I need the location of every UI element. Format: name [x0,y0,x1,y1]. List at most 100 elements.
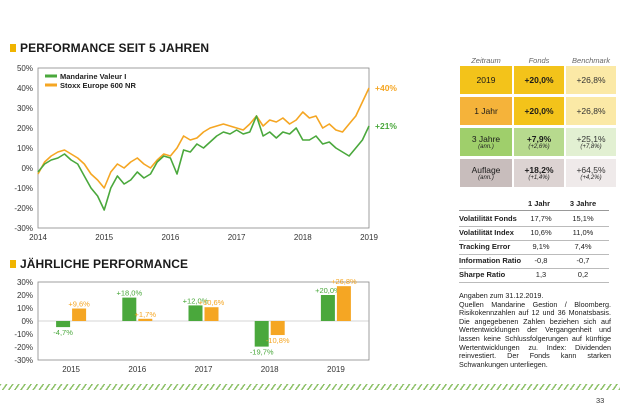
performance-title: PERFORMANCE SEIT 5 JAHREN [20,41,210,55]
series-line-fund [37,115,370,211]
stats-label: Volatilität Fonds [459,214,517,223]
stats-label: Sharpe Ratio [459,270,506,279]
stats-header-3y: 3 Jahre [569,199,597,208]
category-label: 2019 [327,365,345,374]
bar-benchmark [72,308,87,321]
y-tick-label: 20% [17,124,33,133]
x-tick-label: 2016 [162,233,180,242]
table-subvalue: (ann.) [478,175,494,181]
bar-fund [254,321,269,347]
page-number: 33 [596,396,605,405]
stats-value-1y: 10,6% [530,228,552,237]
y-tick-label: -10% [14,330,33,339]
x-tick-label: 2017 [228,233,246,242]
stats-label: Volatilität Index [459,228,514,237]
bar-data-label: +9,6% [68,300,90,309]
table-value: 3 Jahre [471,134,501,144]
table-cell-fund: +20,0% [514,66,564,94]
y-tick-label: 0% [21,317,33,326]
y-tick-label: 30% [17,278,33,287]
stats-label: Tracking Error [459,242,511,251]
legend-label: Mandarine Valeur I [60,72,126,81]
annual-performance-title: JÄHRLICHE PERFORMANCE [20,257,189,271]
y-tick-label: 40% [17,84,33,93]
table-cell-fund: +7,9% (+2,6%) [514,128,564,156]
bar-data-label: +12,0% [183,296,209,305]
table-subvalue: (ann.) [478,144,494,150]
x-tick-label: 2019 [360,233,378,242]
notes: Angaben zum 31.12.2019. Quellen Mandarin… [459,291,611,369]
category-label: 2015 [62,365,80,374]
stats-row: Sharpe Ratio 1,3 0,2 [459,270,609,283]
stats-value-3y: -0,7 [576,256,590,265]
table-value: +64,5% [576,165,606,175]
y-tick-label: 30% [17,104,33,113]
section-marker [10,260,16,268]
bar-data-label: +26,8% [331,277,357,286]
stats-value-1y: 17,7% [530,214,552,223]
table-header-fund: Fonds [528,56,550,65]
y-tick-label: 50% [17,64,33,73]
x-tick-label: 2015 [95,233,113,242]
y-tick-label: 10% [17,304,33,313]
table-cell-period: 2019 [460,66,512,94]
table-value: +20,0% [524,75,554,85]
bar-data-label: -19,7% [250,348,274,357]
bar-data-label: -4,7% [53,328,73,337]
bar-fund [320,295,335,321]
bar-fund [188,305,203,321]
stats-row: Tracking Error 9,1% 7,4% [459,242,609,255]
stats-header-1y: 1 Jahr [527,199,551,208]
stats-value-1y: 9,1% [532,242,550,251]
table-value: +25,1% [576,134,606,144]
y-tick-label: 20% [17,291,33,300]
stats-value-1y: 1,3 [535,270,547,279]
stats-row: Information Ratio -0,8 -0,7 [459,256,609,269]
bar-data-label: +1,7% [135,310,157,319]
stats-value-3y: 0,2 [577,270,589,279]
plot-frame [37,67,370,229]
stats-row-divider [459,226,609,227]
x-tick-label: 2018 [294,233,312,242]
table-cell-period: Auflage (ann.) [460,159,512,187]
table-subvalue: (+1,4%) [528,175,550,181]
table-value: +18,2% [524,165,554,175]
table-header-period: Zeitraum [471,56,501,65]
table-cell-benchmark: +26,8% [566,66,616,94]
notes-date: Angaben zum 31.12.2019. [459,291,544,300]
bar-fund [56,321,71,328]
bar-fund [122,297,137,321]
table-header-benchmark: Benchmark [572,56,610,65]
y-tick-label: -30% [14,356,33,365]
stats-value-3y: 15,1% [572,214,594,223]
bar-benchmark [336,286,351,321]
decorative-stripe [0,384,620,390]
legend-label: Stoxx Europe 600 NR [60,81,136,90]
section-marker [10,44,16,52]
stats-value-3y: 7,4% [574,242,592,251]
y-tick-label: -20% [14,343,33,352]
x-tick-label: 2014 [29,233,47,242]
stats-row-divider [459,282,609,283]
bar-data-label: +18,0% [116,289,142,298]
table-cell-period: 1 Jahr [460,97,512,125]
category-label: 2017 [195,365,213,374]
stats-value-1y: -0,8 [534,256,548,265]
stats-header-line [459,210,609,211]
category-label: 2018 [261,365,279,374]
stats-row-divider [459,268,609,269]
table-value: +7,9% [526,134,552,144]
table-subvalue: (+4,2%) [580,175,602,181]
table-cell-fund: +18,2% (+1,4%) [514,159,564,187]
annual-bar-chart: 30% 20% 10% 0% -10% -20% -30% 2015 -4,7% +9,6% 201… [14,277,370,374]
table-cell-benchmark: +64,5% (+4,2%) [566,159,616,187]
stats-row-divider [459,240,609,241]
performance-line-chart: 50% 40% 30% 20% 10% 0% -10% -20% -30%2014 2015 201… [14,64,397,242]
table-value: +26,8% [576,106,606,116]
stats-row-divider [459,254,609,255]
bar-benchmark [138,318,153,321]
bar-data-label: +10,6% [199,298,225,307]
y-tick-label: -10% [14,184,33,193]
table-value: 1 Jahr [474,106,498,116]
end-label-fund: +21% [375,121,397,131]
